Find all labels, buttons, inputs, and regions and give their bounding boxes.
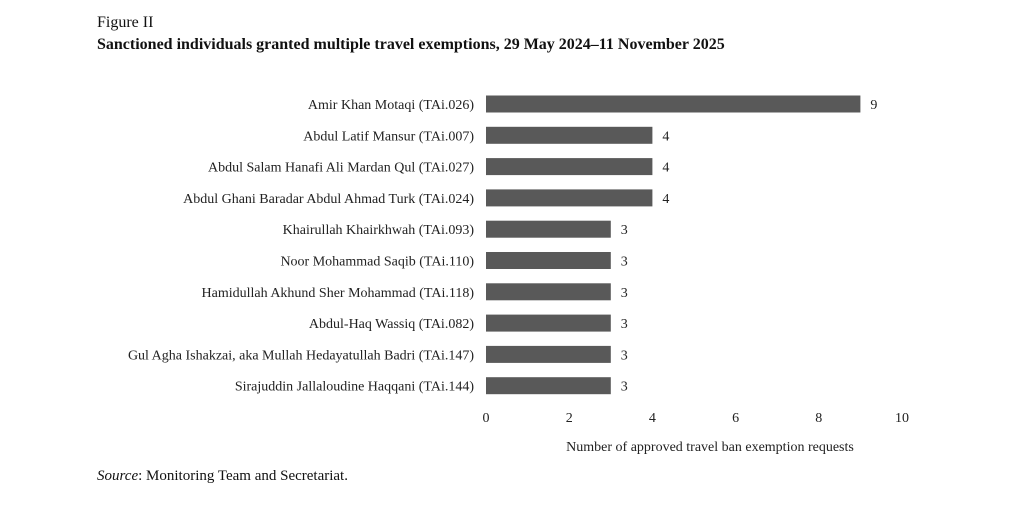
source-note: Source: Monitoring Team and Secretariat. xyxy=(97,468,348,485)
category-label: Hamidullah Akhund Sher Mohammad (TAi.118… xyxy=(202,286,475,301)
bar xyxy=(486,158,653,176)
x-tick-label: 2 xyxy=(566,411,573,426)
bar xyxy=(486,126,653,144)
data-label: 4 xyxy=(662,192,669,207)
bar xyxy=(486,189,653,207)
bar xyxy=(486,345,611,363)
bar xyxy=(486,95,861,113)
data-label: 4 xyxy=(662,129,669,144)
category-label: Abdul-Haq Wassiq (TAi.082) xyxy=(309,317,474,332)
data-label: 9 xyxy=(870,98,877,113)
data-label: 3 xyxy=(621,348,628,363)
x-axis-label: Number of approved travel ban exemption … xyxy=(566,440,854,455)
category-label: Gul Agha Ishakzai, aka Mullah Hedayatull… xyxy=(128,348,474,363)
source-prefix: Source xyxy=(97,468,139,484)
category-label: Amir Khan Motaqi (TAi.026) xyxy=(308,98,474,113)
category-label: Noor Mohammad Saqib (TAi.110) xyxy=(280,255,474,270)
category-label: Abdul Latif Mansur (TAi.007) xyxy=(303,129,474,144)
figure-label: Figure II xyxy=(97,14,154,31)
category-label: Sirajuddin Jallaloudine Haqqani (TAi.144… xyxy=(235,380,475,395)
data-label: 3 xyxy=(621,317,628,332)
bar xyxy=(486,314,611,332)
bar xyxy=(486,377,611,395)
x-tick-label: 8 xyxy=(815,411,822,426)
data-label: 4 xyxy=(662,161,669,176)
data-label: 3 xyxy=(621,255,628,270)
bar xyxy=(486,220,611,238)
bar xyxy=(486,283,611,301)
category-label: Abdul Ghani Baradar Abdul Ahmad Turk (TA… xyxy=(183,192,474,207)
x-tick-label: 10 xyxy=(895,411,909,426)
category-label: Abdul Salam Hanafi Ali Mardan Qul (TAi.0… xyxy=(208,161,474,176)
figure-title: Sanctioned individuals granted multiple … xyxy=(97,36,725,53)
category-label: Khairullah Khairkhwah (TAi.093) xyxy=(283,223,475,238)
data-label: 3 xyxy=(621,380,628,395)
x-tick-label: 0 xyxy=(483,411,490,426)
source-text: : Monitoring Team and Secretariat. xyxy=(138,468,348,484)
data-label: 3 xyxy=(621,286,628,301)
data-label: 3 xyxy=(621,223,628,238)
x-tick-label: 6 xyxy=(732,411,739,426)
bar xyxy=(486,252,611,269)
x-tick-label: 4 xyxy=(649,411,656,426)
